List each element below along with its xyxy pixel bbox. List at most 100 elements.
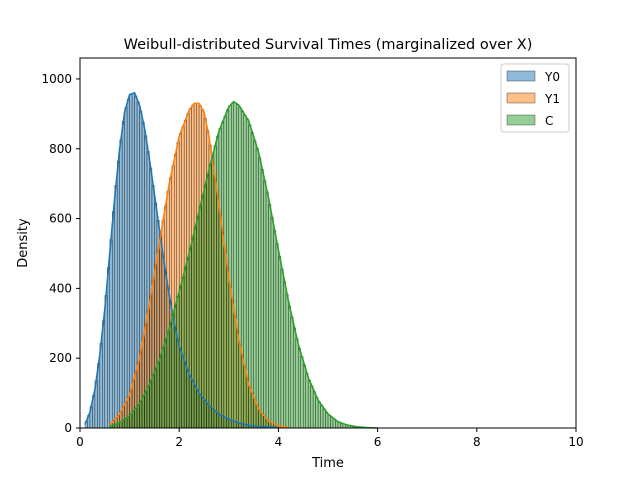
histogram-bar (266, 192, 268, 428)
histogram-bar (172, 315, 174, 428)
histogram-bar (264, 181, 266, 428)
histogram-bar (224, 116, 226, 428)
histogram-bar (140, 401, 142, 428)
histogram-bar (112, 212, 114, 428)
histogram-bar (256, 148, 258, 428)
histogram-bar (130, 94, 132, 428)
histogram-bar (157, 363, 159, 428)
histogram-bar (102, 321, 104, 428)
histogram-bar (192, 238, 194, 428)
histogram-bar (229, 106, 231, 428)
histogram-bar (286, 294, 288, 428)
x-tick-label: 0 (76, 435, 84, 449)
legend-label: C (545, 114, 553, 128)
histogram-bar (194, 227, 196, 428)
histogram-bar (117, 161, 119, 428)
histogram-bar (316, 397, 318, 428)
histogram-bar (313, 392, 315, 428)
histogram-bar (107, 267, 109, 428)
y-axis-ticks: 0 200 400 600 800 1000 (41, 72, 80, 435)
histogram-bar (154, 369, 156, 428)
x-tick-label: 4 (275, 435, 283, 449)
histogram-bar (231, 103, 233, 428)
histogram-bar (241, 111, 243, 428)
histogram-bar (323, 409, 325, 428)
histogram-bar (311, 386, 313, 428)
histogram-bar (268, 204, 270, 428)
histogram-bar (283, 282, 285, 428)
histogram-bar (127, 99, 129, 428)
y-tick-label: 1000 (41, 72, 72, 86)
histogram-bar (234, 103, 236, 429)
histogram-bar (211, 155, 213, 428)
histogram-bar (149, 381, 151, 428)
histogram-bar (120, 140, 122, 428)
y-tick-label: 800 (49, 142, 72, 156)
histogram-bar (209, 165, 211, 428)
histogram-bar (254, 140, 256, 428)
histogram-bar (244, 115, 246, 428)
histogram-bar (179, 287, 181, 428)
histogram-bar (197, 217, 199, 428)
histogram-bar (169, 324, 171, 428)
histogram-bar (301, 357, 303, 428)
histogram-bar (251, 133, 253, 428)
histogram-bar (184, 268, 186, 428)
histogram-bar (204, 185, 206, 428)
histogram-bar (127, 417, 129, 428)
histogram-bar (288, 306, 290, 428)
histogram-bar (239, 107, 241, 428)
histogram-bar (303, 365, 305, 428)
histogram-bar (328, 415, 330, 428)
histogram-bar (122, 121, 124, 428)
histogram-bar (202, 196, 204, 428)
histogram-bar (273, 230, 275, 428)
histogram-bar (162, 348, 164, 428)
y-tick-label: 0 (64, 421, 72, 435)
histogram-bar (142, 396, 144, 428)
legend-label: Y0 (544, 70, 560, 84)
histogram-bar (221, 122, 223, 428)
histogram-bar (276, 243, 278, 428)
histogram-bar (177, 296, 179, 428)
histogram-bar (132, 411, 134, 428)
histogram-bar (298, 348, 300, 428)
y-tick-label: 400 (49, 281, 72, 295)
histogram-bar (271, 217, 273, 428)
histogram-bar (216, 136, 218, 428)
histogram-bar (164, 340, 166, 428)
x-tick-label: 2 (175, 435, 183, 449)
histogram-bar (219, 128, 221, 428)
histogram-bar (135, 408, 137, 428)
histogram-bar (152, 375, 154, 428)
histogram-bar (206, 175, 208, 428)
histogram-bar (115, 185, 117, 428)
histogram-bar (291, 317, 293, 428)
y-tick-label: 200 (49, 351, 72, 365)
histogram-bar (187, 258, 189, 428)
histogram-bar (296, 339, 298, 428)
histogram-bar (159, 356, 161, 428)
x-tick-label: 10 (568, 435, 583, 449)
histogram-bar (105, 295, 107, 428)
y-tick-label: 600 (49, 212, 72, 226)
legend-swatch (507, 93, 535, 103)
chart-title: Weibull-distributed Survival Times (marg… (124, 37, 533, 53)
histogram-bar (147, 387, 149, 428)
histogram-bar (278, 256, 280, 428)
histogram-bar (259, 158, 261, 428)
legend: Y0 Y1 C (501, 64, 569, 132)
histogram-bar (308, 380, 310, 428)
histogram-bar (167, 332, 169, 428)
histogram-bar (137, 405, 139, 428)
histogram-bar (144, 392, 146, 428)
histogram-bar (281, 269, 283, 428)
legend-swatch (507, 71, 535, 81)
histogram-bar (125, 108, 127, 428)
legend-label: Y1 (544, 92, 560, 106)
histogram-bar (321, 405, 323, 428)
histogram-bar (318, 402, 320, 428)
